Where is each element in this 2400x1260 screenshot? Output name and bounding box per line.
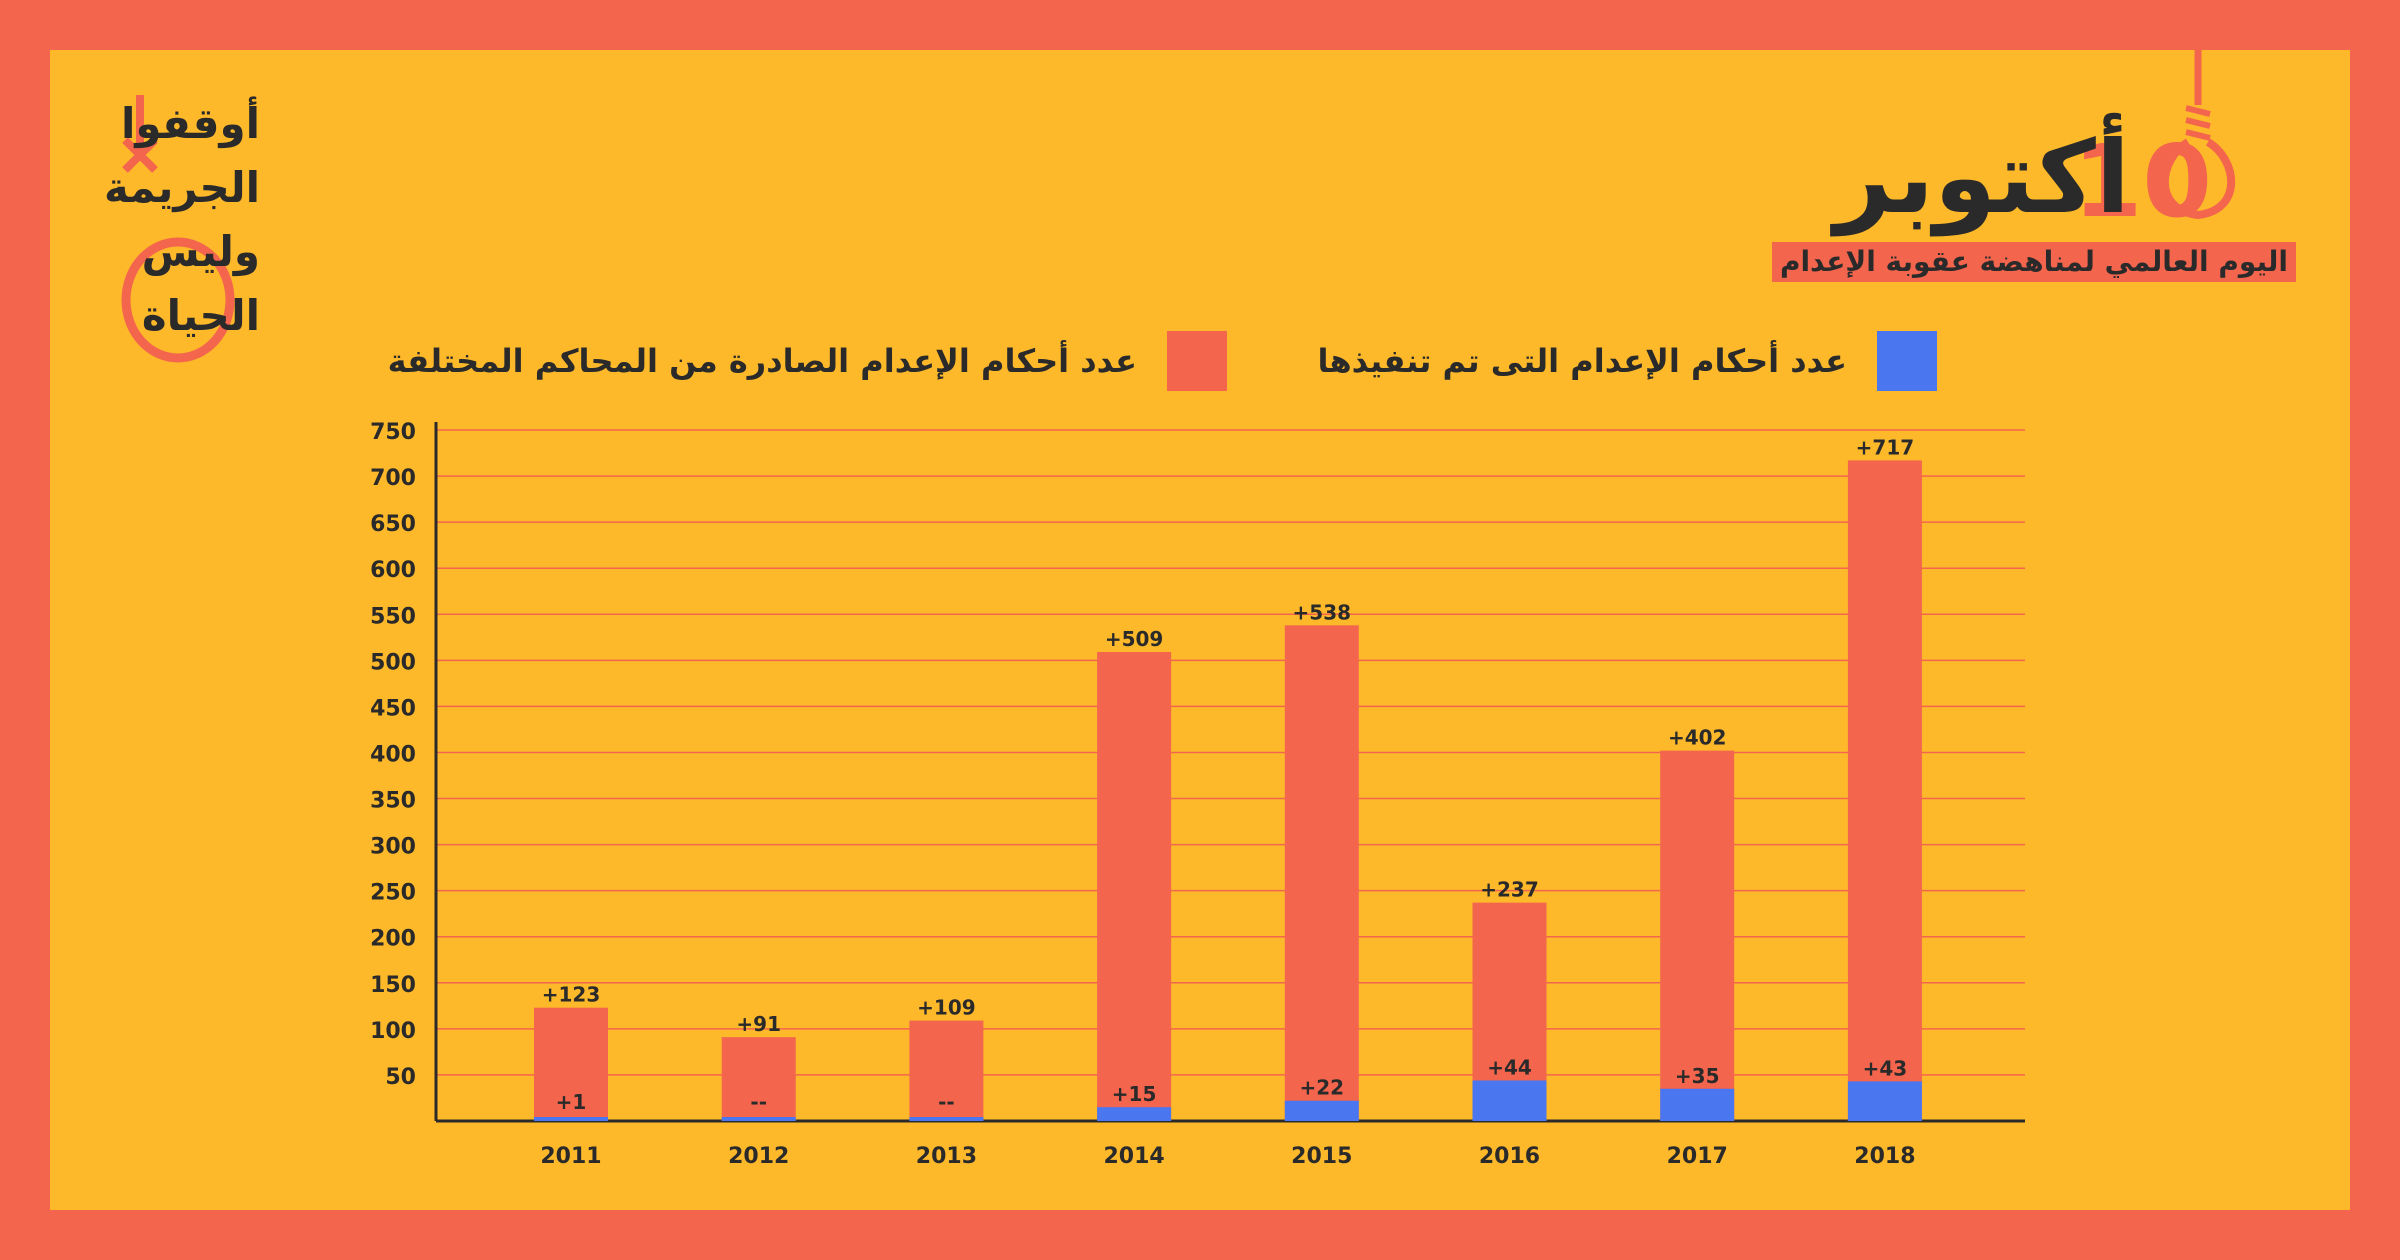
legend-item-issued: عدد أحكام الإعدام الصادرة من المحاكم الم… (388, 331, 1227, 391)
y-tick-label: 50 (385, 1065, 416, 1090)
legend-item-executed: عدد أحكام الإعدام التى تم تنفيذها (1317, 331, 1937, 391)
bar-issued (534, 1007, 608, 1121)
bar-executed (1097, 1107, 1172, 1121)
y-tick-label: 200 (370, 927, 416, 952)
title-number: 10 (2072, 123, 2212, 240)
data-label-executed: -- (938, 1090, 955, 1114)
y-tick-label: 750 (370, 420, 416, 445)
data-label-executed: +15 (1112, 1082, 1157, 1106)
logo-line-3: وليس (141, 227, 260, 276)
legend-label-issued: عدد أحكام الإعدام الصادرة من المحاكم الم… (387, 342, 1137, 380)
bar-executed (1847, 1081, 1922, 1121)
data-label-executed: +22 (1300, 1076, 1345, 1100)
legend-swatch-executed (1877, 331, 1937, 391)
x-tick-label: 2017 (1667, 1144, 1728, 1169)
data-label-issued: +538 (1293, 600, 1352, 624)
y-tick-label: 550 (370, 604, 416, 629)
bar-issued (909, 1020, 984, 1121)
bar-issued (1284, 625, 1359, 1121)
data-label-issued: +509 (1105, 627, 1164, 651)
title-block: 10 أكتوبر (1740, 50, 2300, 290)
logo-line-4: الحياة (141, 291, 260, 340)
data-label-issued: +402 (1668, 726, 1727, 750)
legend-swatch-issued (1167, 331, 1227, 391)
data-label-executed: +1 (556, 1090, 587, 1114)
bar-executed (1284, 1100, 1359, 1121)
logo-line-2: الجريمة (104, 163, 260, 212)
data-label-executed: +44 (1487, 1055, 1532, 1079)
y-tick-label: 100 (370, 1019, 416, 1044)
bar-executed (534, 1117, 608, 1121)
y-tick-label: 250 (370, 881, 416, 906)
data-label-executed: -- (750, 1090, 767, 1114)
bar-executed (1660, 1088, 1735, 1121)
y-tick-label: 700 (370, 466, 416, 491)
legend-label-executed: عدد أحكام الإعدام التى تم تنفيذها (1317, 342, 1847, 380)
x-tick-label: 2018 (1854, 1144, 1915, 1169)
bar-executed (909, 1117, 984, 1121)
y-tick-label: 300 (370, 835, 416, 860)
x-tick-label: 2011 (540, 1144, 601, 1169)
x-tick-label: 2012 (728, 1144, 789, 1169)
bar-issued (721, 1037, 796, 1121)
x-tick-label: 2013 (916, 1144, 977, 1169)
bar-issued (1660, 750, 1735, 1121)
y-tick-label: 500 (370, 650, 416, 675)
data-label-executed: +35 (1675, 1064, 1720, 1088)
y-tick-label: 450 (370, 696, 416, 721)
data-label-issued: +123 (542, 983, 601, 1007)
data-label-executed: +43 (1863, 1056, 1908, 1080)
data-label-issued: +717 (1856, 435, 1915, 459)
page-subtitle: اليوم العالمي لمناهضة عقوبة الإعدام (1771, 242, 2296, 282)
bar-issued (1847, 460, 1922, 1121)
x-tick-label: 2016 (1479, 1144, 1540, 1169)
y-tick-label: 600 (370, 558, 416, 583)
y-tick-label: 650 (370, 512, 416, 537)
noose-icon (121, 95, 235, 363)
y-tick-label: 400 (370, 742, 416, 767)
x-tick-label: 2015 (1291, 1144, 1352, 1169)
campaign-logo: أوقفوا الجريمة وليس الحياة (100, 95, 260, 365)
hanging-noose-icon (2160, 50, 2236, 220)
bar-executed (721, 1117, 796, 1121)
y-tick-label: 150 (370, 973, 416, 998)
data-label-issued: +237 (1480, 878, 1539, 902)
x-tick-label: 2014 (1103, 1144, 1164, 1169)
y-tick-label: 350 (370, 789, 416, 814)
bar-executed (1472, 1080, 1547, 1121)
bar-issued (1097, 652, 1172, 1121)
logo-line-1: أوقفوا (121, 99, 260, 148)
data-label-issued: +109 (917, 996, 976, 1020)
data-label-issued: +91 (736, 1012, 781, 1036)
page-title: أكتوبر (1834, 119, 2130, 236)
